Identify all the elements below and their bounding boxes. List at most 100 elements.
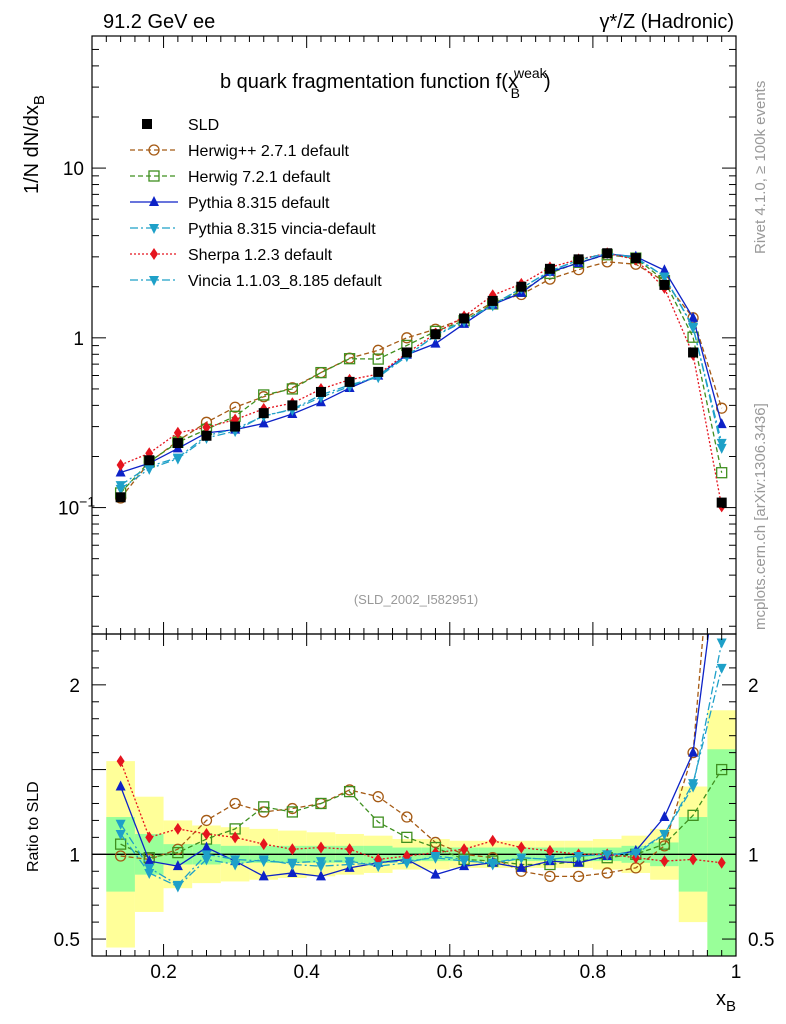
- y-tick-label-0.1-exp: −1: [79, 494, 95, 510]
- legend-item-data: SLD: [142, 117, 219, 134]
- series-4-ratio-point-6: [288, 843, 297, 856]
- series-2-main-point-11: [430, 337, 441, 348]
- series-3-ratio-point-21: [716, 638, 727, 649]
- x-tick-label-1: 0.4: [293, 962, 320, 983]
- series-5-ratio-point-10: [401, 858, 412, 869]
- x-axis-label: xB: [716, 988, 736, 1015]
- series-2-ratio-point-19: [659, 811, 670, 822]
- series-4-ratio-point-19: [660, 855, 669, 868]
- series-5-ratio-point-21: [716, 663, 727, 674]
- data-point-12: [459, 313, 470, 324]
- series-5-ratio-point-5: [258, 857, 269, 868]
- data-point-13: [487, 295, 498, 306]
- data-point-9: [373, 366, 384, 377]
- y-tick-label-0.1: 10−1: [58, 494, 95, 520]
- series-0-ratio-line: [120, 634, 704, 877]
- data-point-15: [544, 263, 555, 274]
- series-5-ratio-point-4: [230, 855, 241, 866]
- series-4-ratio-point-12: [460, 843, 469, 856]
- series-5-ratio-point-18: [630, 848, 641, 859]
- legend-marker-1: [148, 170, 160, 182]
- data-point-7: [315, 386, 326, 397]
- series-0-ratio-point-17: [601, 867, 613, 879]
- series-2-ratio-point-2: [172, 860, 183, 871]
- series-0-ratio-point-10: [401, 811, 413, 823]
- series-1-main-point-21: [716, 467, 728, 479]
- data-point-14: [516, 281, 527, 292]
- data-point-5: [258, 408, 269, 419]
- series-5-ratio-point-6: [287, 858, 298, 869]
- legend: SLD Herwig++ 2.7.1 default Herwig 7.2.1 de…: [130, 117, 382, 290]
- series-1-ratio-point-10: [401, 831, 413, 844]
- series-2-ratio-point-6: [287, 866, 298, 877]
- data-point-10: [401, 347, 412, 358]
- series-3-main-line: [120, 252, 723, 490]
- data-point-6: [287, 400, 298, 411]
- series-4-ratio-line: [120, 760, 722, 864]
- data-point-21: [716, 497, 727, 508]
- series-1-ratio-point-2: [172, 846, 184, 859]
- series-3-ratio-point-1: [144, 868, 155, 879]
- series-2-ratio-point-14: [516, 861, 527, 872]
- series-1-main-point-9: [372, 353, 384, 365]
- data-point-2: [172, 438, 183, 449]
- series-1-main-point-20: [687, 331, 699, 343]
- series-5-main-line: [120, 252, 723, 486]
- series-3-ratio-point-7: [315, 862, 326, 873]
- legend-marker-4: [150, 248, 158, 260]
- series-1-ratio-point-6: [286, 806, 299, 818]
- series-1-ratio-point-9: [372, 816, 384, 828]
- ratio-y-tick-label-2: 0.5: [54, 930, 80, 951]
- legend-marker-5: [149, 276, 159, 286]
- analysis-id: (SLD_2002_I582951): [354, 592, 478, 607]
- series-4-ratio-point-15: [545, 844, 554, 857]
- data-point-19: [659, 279, 670, 290]
- series-2-ratio-point-7: [315, 870, 326, 881]
- series-1-ratio-point-7: [315, 797, 327, 810]
- x-tick-label-2: 0.6: [437, 962, 463, 983]
- series-1-main-point-6: [286, 383, 299, 395]
- series-5-ratio-point-16: [573, 852, 584, 863]
- chart-title-sup: weak: [513, 65, 548, 81]
- series-4-main-point-2: [173, 426, 182, 439]
- series-5-main-point-0: [115, 481, 126, 492]
- data-point-1: [144, 455, 155, 466]
- ratio-y-tick-label-0: 2: [69, 676, 80, 697]
- series-4-main-point-0: [116, 458, 125, 471]
- series-4-main-line: [120, 252, 723, 507]
- series-2-ratio-point-1: [144, 855, 155, 866]
- chart-title-main: b quark fragmentation function f(x: [220, 71, 518, 93]
- series-5-main-point-20: [688, 322, 699, 333]
- series-3-ratio-point-4: [230, 860, 241, 871]
- series-2-ratio-point-0: [115, 780, 126, 791]
- data-point-11: [430, 329, 441, 340]
- main-y-axis-label-text: 1/N dN/dx: [21, 105, 43, 194]
- series-5-ratio-point-7: [315, 857, 326, 868]
- series-5-ratio-line: [120, 667, 723, 886]
- y-tick-label-10: 10: [63, 159, 84, 180]
- series-5-ratio-point-12: [459, 855, 470, 866]
- legend-item-4: Sherpa 1.2.3 default: [130, 247, 333, 264]
- series-2-ratio-point-20: [688, 746, 699, 757]
- header-left-label: 91.2 GeV ee: [103, 11, 215, 33]
- data-point-18: [630, 253, 641, 264]
- series-5-ratio-point-15: [544, 855, 555, 866]
- series-5-ratio-point-0: [115, 819, 126, 830]
- series-5-main-point-2: [172, 453, 183, 464]
- y-tick-label-1: 1: [73, 329, 84, 350]
- series-3-ratio-line: [120, 642, 723, 888]
- series-3-main-point-21: [716, 438, 727, 449]
- legend-item-5: Vincia 1.1.03_8.185 default: [130, 273, 382, 290]
- main-y-axis-label-sub: B: [31, 95, 48, 105]
- series-1-main-point-5: [258, 389, 270, 401]
- ratio-y-tick-label-1: 1: [69, 845, 80, 866]
- series-1-main-point-7: [315, 366, 327, 379]
- series-1-ratio-point-5: [258, 801, 270, 813]
- series-2-main-point-21: [716, 418, 727, 429]
- series-0-ratio-point-0: [114, 850, 127, 862]
- series-5-ratio-point-20: [688, 779, 699, 790]
- legend-label-0: Herwig++ 2.7.1 default: [188, 143, 350, 160]
- ratio-y-tick-label-right-1: 1: [748, 845, 759, 866]
- y-tick-label-0.1-base: 10: [58, 499, 79, 520]
- series-3-ratio-point-0: [115, 829, 126, 840]
